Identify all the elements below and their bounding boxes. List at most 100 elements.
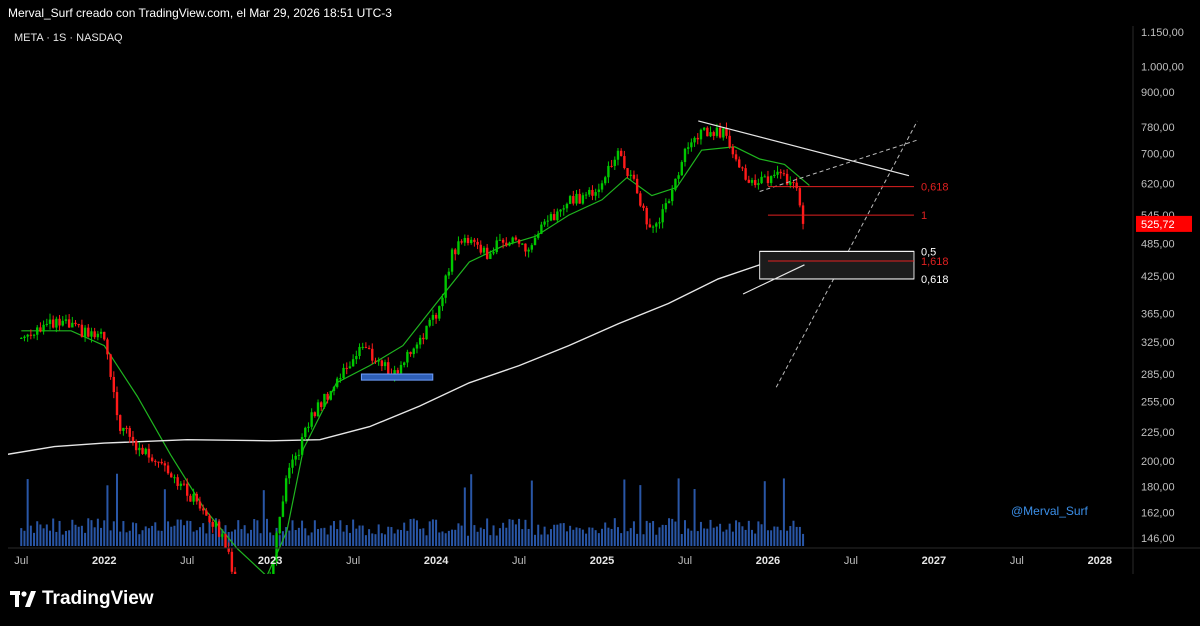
volume-bar	[738, 522, 741, 546]
volume-bar	[668, 518, 671, 546]
candle-body	[422, 337, 425, 340]
volume-bar	[64, 530, 67, 546]
volume-bar	[744, 529, 747, 546]
candle-body	[144, 448, 147, 454]
candle-body	[546, 220, 549, 222]
candle-body	[482, 247, 486, 253]
volume-bar	[524, 519, 527, 546]
volume-bar	[537, 524, 540, 546]
candle-body	[29, 334, 33, 336]
volume-bar	[706, 528, 709, 546]
time-tick-label: 2024	[424, 555, 449, 567]
volume-bar	[61, 534, 64, 546]
candle-body	[750, 180, 754, 183]
candle-body	[112, 376, 116, 393]
volume-bar	[511, 519, 514, 546]
volume-bar	[160, 530, 163, 546]
volume-bar	[387, 526, 390, 546]
candle-body	[64, 319, 68, 321]
candle-body	[96, 333, 100, 338]
price-tick-label: 200,00	[1141, 456, 1175, 468]
volume-bar	[639, 485, 642, 546]
candle-body	[345, 367, 348, 369]
volume-bar	[23, 530, 26, 546]
tradingview-logo[interactable]: TradingView	[10, 588, 154, 610]
volume-bar	[498, 528, 501, 546]
candle-body	[288, 467, 291, 479]
candle-body	[342, 367, 345, 379]
candle-body	[358, 346, 361, 357]
volume-bar	[616, 527, 619, 546]
price-chart[interactable]: 0,618 1 0,51,618 0,618 1.150,00 1.000,00 900,…	[4, 26, 1200, 626]
candle-body	[549, 214, 553, 221]
time-tick-label: Jul	[1010, 555, 1024, 567]
volume-bar	[297, 527, 300, 546]
volume-bar	[179, 519, 182, 546]
volume-bar	[253, 519, 256, 546]
chart-caption-bar: Merval_Surf creado con TradingView.com, …	[0, 0, 1200, 26]
volume-bar	[428, 521, 431, 546]
volume-bar	[712, 527, 715, 546]
volume-bar	[339, 520, 342, 546]
volume-bar	[230, 531, 233, 546]
volume-bar	[195, 530, 198, 546]
volume-bar	[473, 525, 476, 546]
candle-body	[540, 224, 543, 234]
candle-body	[402, 362, 406, 366]
volume-bar	[683, 520, 686, 546]
volume-bar	[90, 520, 93, 546]
volume-bar	[377, 524, 380, 546]
volume-bar	[323, 527, 326, 546]
candle-body	[55, 318, 58, 328]
price-tick-label: 780,00	[1141, 122, 1175, 134]
volume-bar	[55, 531, 58, 546]
price-tick-label: 700,00	[1141, 149, 1175, 161]
volume-bar	[320, 528, 323, 546]
candle-body	[406, 351, 409, 363]
price-tick-label: 485,00	[1141, 239, 1175, 251]
candle-body	[537, 233, 540, 238]
last-price-label: 525,72	[1141, 219, 1175, 231]
candle-body	[307, 426, 310, 428]
candle-body	[795, 182, 798, 189]
candle-body	[214, 521, 218, 527]
volume-bar	[489, 535, 492, 546]
volume-bar	[103, 520, 106, 546]
volume-bar	[431, 519, 434, 546]
volume-bar	[782, 478, 785, 546]
volume-bar	[629, 528, 632, 546]
candle-body	[581, 195, 585, 204]
volume-bar	[802, 533, 805, 546]
candle-body	[498, 239, 502, 241]
volume-bar	[291, 520, 294, 546]
candle-body	[629, 174, 632, 176]
fib-level-label: 1	[921, 210, 927, 222]
candle-body	[632, 174, 636, 179]
candle-body	[58, 318, 61, 326]
candle-body	[412, 348, 415, 355]
volume-bar	[546, 534, 549, 546]
volume-bar	[403, 522, 406, 546]
chart-area[interactable]: 0,618 1 0,5 1,618 0,618 1.150,00 1.000,00 900,…	[4, 26, 1200, 626]
candle-body	[623, 156, 626, 169]
volume-bar	[285, 527, 288, 546]
candle-body	[189, 495, 192, 502]
candle-body	[476, 241, 479, 245]
volume-bar	[189, 521, 192, 546]
candle-body	[36, 327, 39, 335]
volume-bar	[795, 526, 798, 546]
volume-bar	[556, 524, 559, 546]
volume-bar	[699, 521, 702, 546]
candle-body	[224, 534, 227, 549]
volume-bar	[444, 533, 447, 546]
volume-bar	[205, 533, 208, 546]
volume-bar	[735, 520, 738, 546]
volume-bar	[237, 520, 240, 546]
volume-bar	[789, 526, 792, 546]
time-tick-label: Jul	[14, 555, 28, 567]
volume-bar	[294, 530, 297, 546]
volume-bar	[128, 530, 131, 546]
candle-body	[278, 516, 281, 534]
price-tick-label: 162,00	[1141, 508, 1175, 520]
candle-body	[792, 182, 795, 184]
